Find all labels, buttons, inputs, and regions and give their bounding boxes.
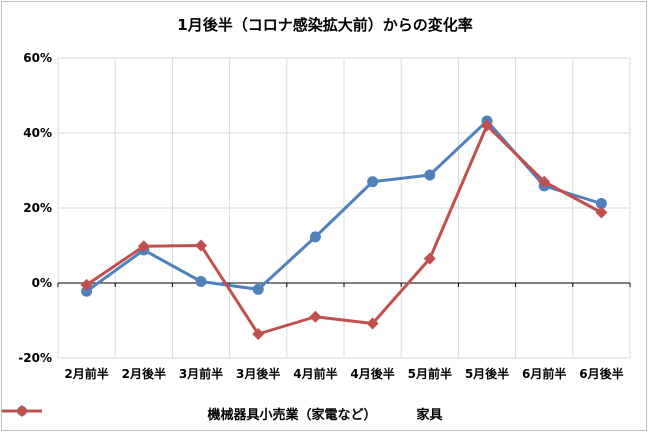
data-point-series-2: [538, 175, 551, 188]
y-tick-label: -20%: [18, 351, 52, 365]
data-point-series-1: [252, 283, 264, 295]
x-tick-label: 5月後半: [465, 366, 509, 381]
x-tick-label: 6月前半: [522, 366, 566, 381]
data-point-series-1: [367, 176, 379, 188]
legend: 機械器具小売業（家電など） 家具: [2, 404, 648, 423]
legend-item-series-2: 家具: [2, 404, 443, 423]
x-tick-label: 6月後半: [579, 366, 623, 381]
y-tick-label: 40%: [23, 126, 52, 140]
series-line-2: [85, 124, 603, 336]
x-tick-label: 2月前半: [64, 366, 108, 381]
x-tick-label: 4月前半: [293, 366, 337, 381]
legend-label-series-2: 家具: [416, 408, 443, 423]
data-point-series-2: [481, 119, 493, 132]
data-point-series-1: [81, 285, 93, 297]
data-point-series-1: [595, 198, 607, 209]
legend-marker-diamond-icon: [2, 405, 42, 417]
data-point-series-1: [424, 169, 436, 181]
data-point-series-2: [423, 252, 436, 265]
legend-item-series-1: 機械器具小売業（家電など）: [2, 404, 377, 423]
data-point-series-2: [252, 328, 265, 340]
data-point-series-2: [137, 240, 150, 253]
x-tick-label: 4月後半: [350, 366, 394, 381]
legend-label-series-1: 機械器具小売業（家電など）: [207, 408, 377, 423]
data-point-series-1: [195, 276, 207, 287]
data-point-series-2: [309, 310, 322, 323]
y-tick-label: 20%: [23, 201, 52, 215]
x-tick-label: 3月前半: [179, 366, 223, 381]
x-tick-label: 2月後半: [122, 366, 166, 381]
data-point-series-2: [595, 206, 608, 219]
data-point-series-2: [80, 278, 93, 291]
data-point-series-2: [366, 317, 379, 330]
data-point-series-2: [195, 239, 207, 252]
x-tick-label: 3月後半: [236, 366, 280, 381]
y-tick-label: 0%: [32, 276, 52, 290]
data-point-series-1: [309, 231, 321, 243]
chart-title: 1月後半（コロナ感染拡大前）からの変化率: [177, 16, 473, 34]
y-tick-label: 60%: [23, 51, 52, 65]
x-tick-label: 5月前半: [408, 366, 452, 381]
